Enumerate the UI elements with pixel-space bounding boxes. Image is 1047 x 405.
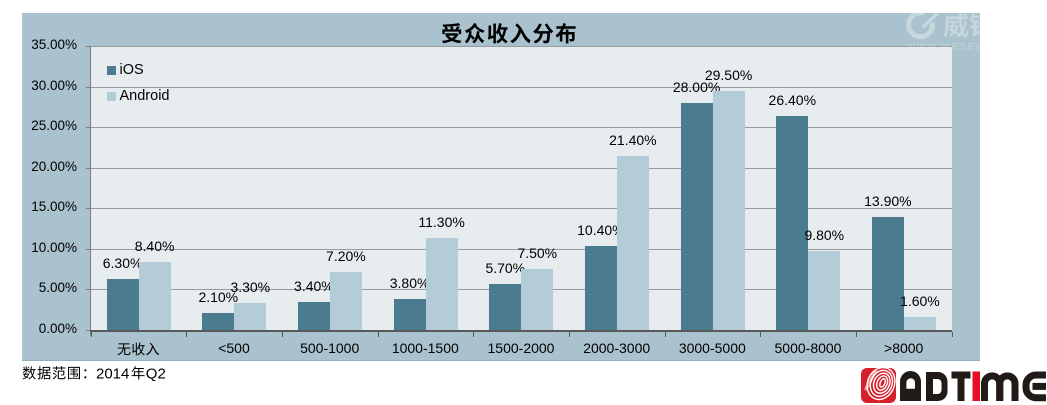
svg-text:WWW.WESEE: WWW.WESEE xyxy=(906,42,980,53)
svg-text:2014: 2014 xyxy=(96,366,129,383)
svg-text:Q2: Q2 xyxy=(146,366,166,383)
